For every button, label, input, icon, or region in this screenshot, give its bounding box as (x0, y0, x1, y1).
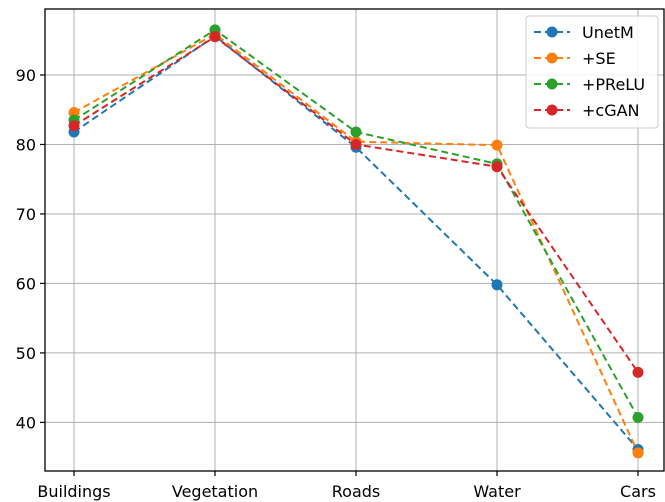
series-line (73, 34, 639, 451)
x-axis: Buildings Vegetation Roads Water Cars (37, 471, 656, 501)
data-point (350, 138, 362, 150)
y-tick-label: 90 (16, 66, 36, 85)
x-tick-label: Cars (620, 482, 656, 501)
y-tick-label: 50 (16, 344, 36, 363)
y-tick-label: 60 (16, 274, 36, 293)
legend-marker (546, 26, 558, 38)
legend-box (525, 15, 659, 129)
data-point (632, 412, 644, 424)
grid (45, 9, 664, 471)
data-point (632, 447, 644, 459)
legend-label: UnetM (582, 23, 634, 42)
y-tick-label: 70 (16, 205, 36, 224)
x-tick-label: Buildings (37, 482, 110, 501)
data-point (491, 161, 503, 173)
data-point (68, 107, 80, 119)
legend-marker (546, 52, 558, 64)
data-point (68, 120, 80, 132)
data-point (632, 366, 644, 378)
legend-marker (546, 78, 558, 90)
legend-item: +cGAN (534, 101, 640, 120)
legend-item: +PReLU (534, 75, 645, 94)
data-point (491, 139, 503, 151)
legend-label: +cGAN (582, 101, 640, 120)
series-layer (68, 24, 644, 459)
y-axis: 40 50 60 70 80 90 (16, 66, 45, 432)
y-tick-label: 40 (16, 413, 36, 432)
data-point (491, 279, 503, 291)
x-tick-label: Vegetation (172, 482, 258, 501)
x-tick-label: Roads (332, 482, 380, 501)
plot-frame (44, 8, 665, 472)
legend-item: UnetM (534, 23, 634, 42)
legend-marker (546, 104, 558, 116)
legend-label: +SE (582, 49, 616, 68)
data-point (209, 31, 221, 43)
legend-label: +PReLU (582, 75, 645, 94)
series-cgan (68, 31, 644, 378)
x-tick-label: Water (473, 482, 521, 501)
legend: UnetM +SE +PReLU +cGAN (525, 15, 659, 129)
data-point (350, 126, 362, 138)
legend-item: +SE (534, 49, 616, 68)
y-tick-label: 80 (16, 135, 36, 154)
